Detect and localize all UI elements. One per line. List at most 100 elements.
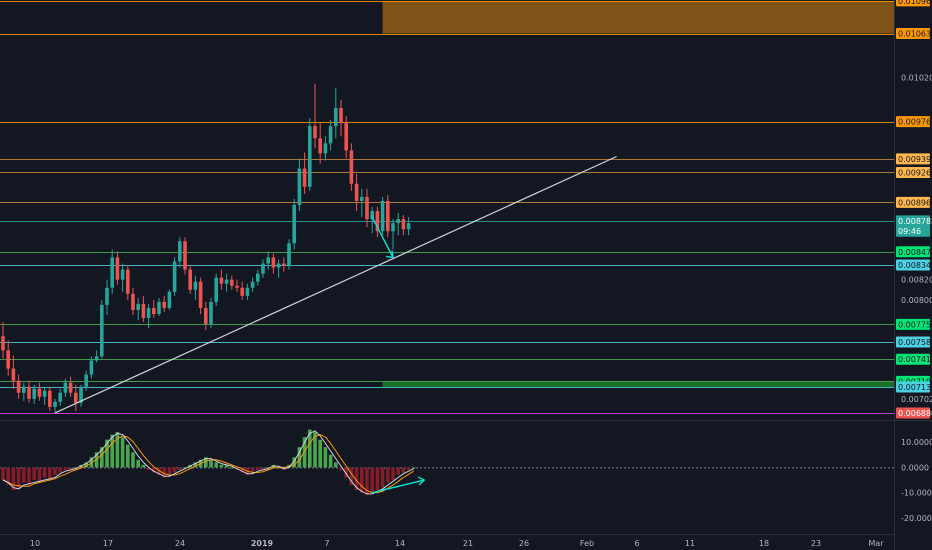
candle-57 xyxy=(297,158,302,212)
osc-bar-14 xyxy=(74,467,78,469)
candle-7 xyxy=(37,382,42,401)
osc-bar-39 xyxy=(204,457,208,468)
candle-42 xyxy=(219,269,224,290)
candle-56 xyxy=(292,198,296,250)
candle-body xyxy=(183,241,187,270)
candle-body xyxy=(354,183,359,201)
osc-signal-line xyxy=(2,434,415,494)
candle-body xyxy=(240,287,244,296)
candle-body xyxy=(136,303,140,310)
candle-54 xyxy=(282,257,286,272)
price-badge-bg xyxy=(896,407,930,419)
candle-21 xyxy=(110,249,114,294)
osc-bar-9 xyxy=(48,467,52,481)
candle-body xyxy=(256,273,260,282)
price-zone-1 xyxy=(382,381,894,388)
osc-bar-57 xyxy=(297,447,302,468)
price-badge-9: 0.008345 xyxy=(896,259,932,271)
candle-11 xyxy=(58,388,62,406)
osc-tick-label: 10.0000 xyxy=(901,438,932,447)
time-tick-label: 2019 xyxy=(251,539,274,548)
candle-58 xyxy=(302,152,307,194)
price-badge-3: 0.009397 xyxy=(896,153,932,165)
candle-74 xyxy=(386,194,390,238)
candle-body xyxy=(53,401,57,407)
candle-36 xyxy=(188,265,192,294)
osc-bar-63 xyxy=(328,454,333,468)
candle-body xyxy=(250,281,255,288)
candle-6 xyxy=(32,384,36,404)
osc-bar-43 xyxy=(224,464,229,468)
osc-bar-2 xyxy=(11,467,16,491)
price-badge-label: 0.006880 xyxy=(898,409,932,418)
annotations-layer xyxy=(371,216,394,259)
candle-body xyxy=(146,307,151,319)
osc-bar-65 xyxy=(339,467,343,470)
oscillator-axis[interactable]: 10.0000 0.0000 -10.0000 -20.0000 xyxy=(901,438,932,523)
osc-bar-79 xyxy=(412,467,416,469)
candle-body xyxy=(157,301,161,315)
candle-body xyxy=(167,291,172,308)
osc-bar-16 xyxy=(84,462,88,468)
osc-bar-3 xyxy=(16,467,21,488)
osc-bar-55 xyxy=(287,464,291,468)
candle-body xyxy=(365,196,369,220)
osc-arrow xyxy=(372,479,425,494)
candle-body xyxy=(1,336,5,351)
candle-65 xyxy=(339,99,343,137)
osc-bar-33 xyxy=(172,467,177,473)
candle-body xyxy=(344,123,348,151)
candle-body xyxy=(100,304,104,357)
price-badge-bg xyxy=(896,336,930,348)
osc-bar-10 xyxy=(53,467,57,475)
price-badge-bg xyxy=(896,166,930,178)
osc-bar-32 xyxy=(167,467,172,475)
candle-26 xyxy=(136,297,140,321)
candle-8 xyxy=(42,386,47,405)
osc-bar-75 xyxy=(391,467,395,481)
osc-bar-34 xyxy=(178,467,182,470)
price-badge-label: 0.009262 xyxy=(898,168,932,177)
candle-39 xyxy=(204,301,208,331)
candle-78 xyxy=(406,217,411,236)
osc-bar-11 xyxy=(58,467,62,473)
osc-bar-77 xyxy=(401,467,406,473)
candle-40 xyxy=(209,297,213,329)
candle-68 xyxy=(354,173,359,212)
time-tick-label: Mar xyxy=(868,539,884,548)
osc-bar-44 xyxy=(230,467,234,469)
candle-29 xyxy=(152,299,156,319)
candle-13 xyxy=(68,376,73,397)
osc-bar-64 xyxy=(334,462,338,468)
candle-53 xyxy=(276,259,281,278)
osc-bar-50 xyxy=(261,467,265,470)
price-badge-2: 0.009765 xyxy=(896,116,932,128)
osc-bar-62 xyxy=(323,447,328,468)
osc-bar-73 xyxy=(380,467,385,488)
candle-body xyxy=(32,388,36,399)
osc-bar-68 xyxy=(354,467,359,491)
price-badges: 0.010961 0.010638 0.009765 0.009397 0.009262… xyxy=(896,0,932,419)
candle-body xyxy=(42,390,47,397)
time-axis[interactable]: 10 17 24 2019 7 14 21 26 Feb 6 11 18 23 Mar xyxy=(30,539,884,548)
candle-body xyxy=(152,307,156,315)
osc-bar-49 xyxy=(256,467,260,470)
candle-52 xyxy=(271,253,276,274)
osc-bar-24 xyxy=(126,444,130,468)
candle-72 xyxy=(375,206,380,238)
candle-body xyxy=(209,301,213,325)
time-tick-label: 23 xyxy=(811,539,821,548)
candle-body xyxy=(318,138,322,154)
osc-bar-8 xyxy=(42,467,47,478)
osc-bar-71 xyxy=(370,467,374,493)
price-badge-bg xyxy=(896,259,930,271)
price-badge-bg xyxy=(896,28,930,40)
candle-28 xyxy=(146,303,151,329)
osc-bar-28 xyxy=(146,467,151,470)
candle-50 xyxy=(261,259,265,278)
osc-bar-35 xyxy=(183,467,187,469)
candle-body xyxy=(141,303,146,319)
